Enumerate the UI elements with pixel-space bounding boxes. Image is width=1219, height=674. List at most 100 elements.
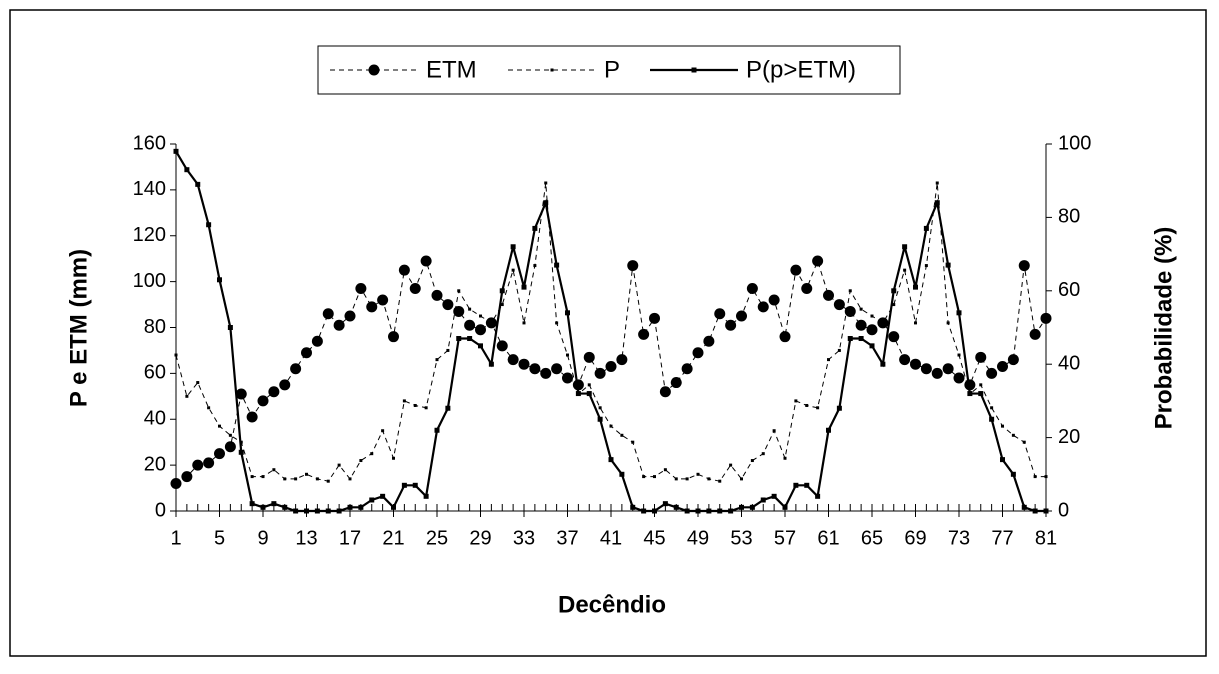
data-point xyxy=(522,321,526,325)
data-point xyxy=(642,475,646,479)
data-point xyxy=(261,475,265,479)
data-point xyxy=(794,399,798,403)
data-point xyxy=(619,471,625,477)
data-point xyxy=(620,433,624,437)
data-point xyxy=(551,363,563,375)
data-point xyxy=(1033,475,1037,479)
data-point xyxy=(1022,440,1026,444)
data-point xyxy=(314,508,320,514)
data-point xyxy=(649,312,660,324)
x-tick-label: 21 xyxy=(382,527,404,549)
data-point xyxy=(757,301,769,313)
data-point xyxy=(707,477,711,481)
data-point xyxy=(268,386,280,398)
data-point xyxy=(496,340,508,352)
data-point xyxy=(181,471,193,483)
data-point xyxy=(260,504,266,510)
data-point xyxy=(413,403,417,407)
data-point xyxy=(572,379,584,391)
data-point xyxy=(464,319,476,331)
legend-label: ETM xyxy=(426,56,477,83)
data-point xyxy=(910,358,921,370)
y-tick-label: 160 xyxy=(133,132,166,154)
data-point xyxy=(170,477,182,489)
data-point xyxy=(326,479,330,483)
data-point xyxy=(510,244,516,250)
x-tick-label: 5 xyxy=(214,527,225,549)
x-tick-label: 25 xyxy=(426,527,448,549)
data-point xyxy=(467,336,473,342)
y-tick-label: 120 xyxy=(133,224,166,246)
data-point xyxy=(805,403,809,407)
data-point xyxy=(782,504,788,510)
data-point xyxy=(1010,471,1016,477)
data-point xyxy=(967,391,973,397)
data-point xyxy=(923,225,929,231)
data-point xyxy=(674,477,678,481)
data-point xyxy=(605,360,617,372)
y-axis-title: P e ETM (mm) xyxy=(65,249,92,407)
data-point xyxy=(1044,475,1048,479)
data-point xyxy=(217,277,222,283)
data-point xyxy=(746,283,758,295)
data-point xyxy=(946,321,950,325)
data-point xyxy=(325,508,331,514)
data-point xyxy=(899,354,911,366)
data-point xyxy=(631,440,635,444)
data-point xyxy=(543,200,549,206)
data-point xyxy=(290,363,302,375)
data-point xyxy=(812,255,824,267)
data-point xyxy=(445,405,451,411)
data-point xyxy=(192,459,204,471)
data-point xyxy=(975,351,987,363)
x-tick-label: 33 xyxy=(513,527,535,549)
data-point xyxy=(641,508,647,514)
data-point xyxy=(203,457,215,469)
data-point xyxy=(511,268,515,272)
data-point xyxy=(214,448,225,460)
x-tick-label: 65 xyxy=(861,527,883,549)
data-point xyxy=(978,391,984,397)
x-tick-label: 49 xyxy=(687,527,709,549)
data-point xyxy=(1029,328,1041,340)
data-point xyxy=(935,181,939,185)
data-point xyxy=(206,222,212,228)
y2-tick-label: 20 xyxy=(1058,426,1080,448)
y-tick-label: 140 xyxy=(133,178,166,200)
data-point xyxy=(235,388,247,400)
data-point xyxy=(555,321,559,325)
data-point xyxy=(333,319,345,331)
data-point xyxy=(717,508,723,514)
data-point xyxy=(359,459,363,463)
legend-marker xyxy=(550,68,554,72)
y-tick-label: 60 xyxy=(144,362,166,384)
y-tick-label: 20 xyxy=(144,453,166,475)
data-point xyxy=(195,181,201,187)
x-tick-label: 17 xyxy=(339,527,361,549)
data-point xyxy=(369,497,375,503)
y2-tick-label: 60 xyxy=(1058,279,1080,301)
data-point xyxy=(859,307,863,311)
data-point xyxy=(184,167,190,173)
x-tick-label: 13 xyxy=(295,527,317,549)
data-point xyxy=(696,472,700,476)
data-point xyxy=(294,477,298,481)
data-point xyxy=(1040,312,1052,324)
data-point xyxy=(540,367,552,379)
legend-label: P xyxy=(604,56,620,83)
data-point xyxy=(1018,260,1030,272)
data-point xyxy=(388,331,399,343)
data-point xyxy=(692,347,704,359)
x-tick-label: 37 xyxy=(556,527,578,549)
data-point xyxy=(772,429,776,433)
data-point xyxy=(435,358,439,362)
data-point xyxy=(380,493,386,499)
data-point xyxy=(823,289,834,301)
data-point xyxy=(1043,508,1049,514)
data-point xyxy=(989,416,995,422)
data-point xyxy=(507,354,519,366)
data-point xyxy=(392,456,395,460)
data-point xyxy=(815,493,821,499)
data-point xyxy=(783,456,787,460)
